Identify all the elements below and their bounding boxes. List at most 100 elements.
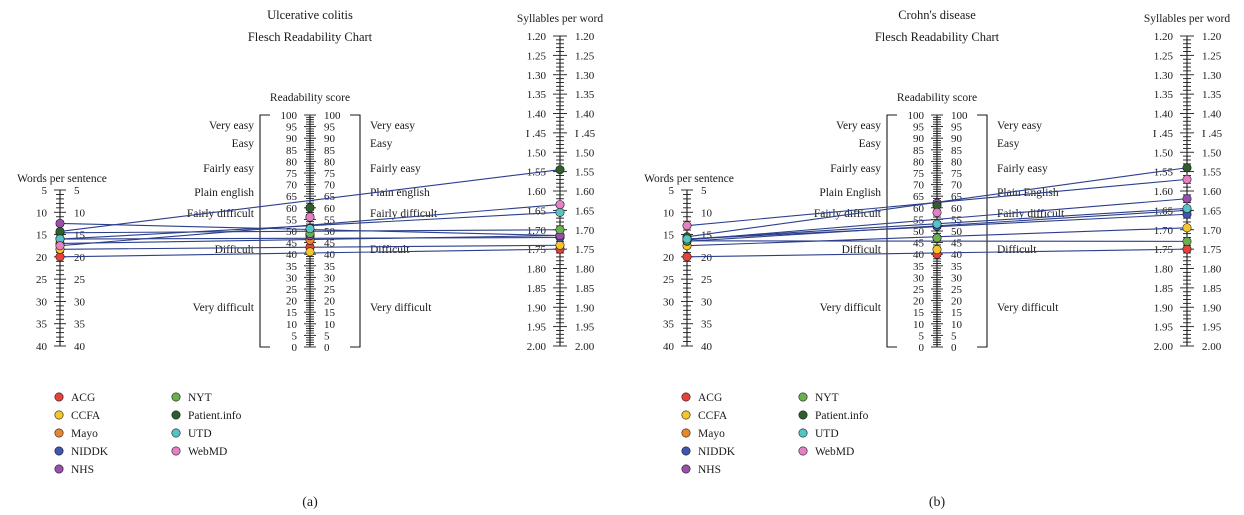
readability-tick-label: 20 [324,296,336,308]
readability-category-left: Fairly difficult [187,208,255,220]
legend-marker [681,428,691,438]
readability-bracket-left [259,114,270,348]
readability-tick-label: 60 [286,203,298,215]
syllables-tick-label: 1.90 [1154,302,1174,314]
legend-marker [798,410,808,420]
syllables-tick-label: 1.60 [527,186,547,198]
readability-category-left: Fairly easy [203,163,254,175]
chart-title: Ulcerative colitis [267,8,353,22]
words-point-nhs [55,218,65,228]
readability-tick-label: 75 [913,168,925,180]
readability-tick-label: 60 [951,203,963,215]
readability-tick-label: 50 [951,226,963,238]
words-point-acg [682,252,692,262]
syllables-tick-label: 1.60 [1154,186,1174,198]
readability-tick-label: 60 [324,203,336,215]
readability-tick-label: 70 [951,180,963,192]
words-tick-label: 40 [36,341,48,353]
readability-tick-label: 35 [913,261,925,273]
syllables-tick-label: 1.65 [1202,205,1222,217]
readability-category-left: Very difficult [193,302,255,314]
readability-tick-label: 30 [913,272,925,284]
chart-panel-1: Ulcerative colitis Flesch Readability Cha… [17,8,603,510]
syllables-tick-label: 1.20 [575,31,595,43]
words-tick-label: 40 [663,341,675,353]
panel-label: (a) [302,495,318,510]
readability-tick-label: 0 [292,342,298,354]
readability-tick-label: 85 [913,145,925,157]
words-tick-label: 15 [74,230,86,242]
words-tick-label: 30 [663,296,675,308]
words-tick-label: 40 [74,341,86,353]
legend-label: NIDDK [71,446,109,458]
syllables-tick-label: 1.25 [1202,50,1222,62]
readability-axis-label: Readability score [897,92,977,104]
readability-tick-label: 80 [951,156,963,168]
readability-tick-label: 85 [951,145,963,157]
syllables-tick-label: 1.65 [575,205,595,217]
syllables-tick-label: 1.80 [1202,264,1222,276]
words-tick-label: 20 [663,252,675,264]
syllables-tick-label: 1.85 [1202,283,1222,295]
readability-tick-label: 90 [913,133,925,145]
readability-tick-label: 95 [951,122,963,134]
syllables-tick-label: 2.00 [1202,341,1222,353]
readability-tick-label: 90 [324,133,336,145]
syllables-point-webmd [1182,174,1192,184]
syllables-tick-label: I .45 [1153,128,1174,140]
readability-category-left: Very easy [836,120,881,132]
syllables-tick-label: I .45 [575,128,596,140]
syllables-tick-label: 1.35 [1154,89,1174,101]
readability-tick-label: 45 [324,238,336,250]
words-tick-label: 5 [669,185,675,197]
readability-point-utd [305,224,315,234]
syllables-tick-label: 2.00 [1154,341,1174,353]
syllables-tick-label: 1.30 [1154,70,1174,82]
readability-tick-label: 15 [324,307,336,319]
legend-label: CCFA [71,410,101,422]
readability-tick-label: 40 [951,249,963,261]
words-tick-label: 20 [74,252,86,264]
words-tick-label: 40 [701,341,713,353]
syllables-tick-label: 1.50 [1202,147,1222,159]
readability-tick-label: 85 [286,145,298,157]
syllables-point-nyt [555,225,565,235]
words-tick-label: 20 [701,252,713,264]
readability-tick-label: 60 [913,203,925,215]
readability-tick-label: 80 [913,156,925,168]
syllables-tick-label: 1.70 [1154,225,1174,237]
readability-category-right: Fairly easy [997,163,1048,175]
words-tick-label: 15 [36,230,48,242]
syllables-tick-label: 1.75 [1154,244,1174,256]
readability-category-right: Very easy [370,120,415,132]
syllables-tick-label: 1.25 [527,50,547,62]
readability-tick-label: 5 [951,330,957,342]
readability-tick-label: 15 [913,307,925,319]
readability-tick-label: 0 [324,342,330,354]
readability-tick-label: 70 [913,180,925,192]
syllables-tick-label: 1.95 [1154,322,1174,334]
words-tick-label: 35 [36,319,48,331]
readability-tick-label: 100 [951,110,968,122]
readability-tick-label: 50 [286,226,298,238]
syllables-tick-label: 1.50 [527,147,547,159]
readability-tick-label: 50 [324,226,336,238]
syllables-axis-label: Syllables per word [1144,13,1230,25]
syllables-tick-label: 1.80 [1154,264,1174,276]
words-tick-label: 10 [36,207,48,219]
syllables-tick-label: 1.35 [1202,89,1222,101]
words-point-utd [682,234,692,244]
readability-point-webmd [932,207,942,217]
readability-category-right: Fairly easy [370,163,421,175]
readability-category-right: Very difficult [997,302,1059,314]
syllables-axis-label: Syllables per word [517,13,603,25]
words-tick-label: 30 [74,296,86,308]
syllables-point-utd [1182,203,1192,213]
readability-category-right: Difficult [997,244,1037,256]
readability-tick-label: 10 [286,319,298,331]
legend-label: Patient.info [188,410,242,422]
words-tick-label: 20 [36,252,48,264]
legend-marker [798,392,808,402]
readability-tick-label: 15 [951,307,963,319]
